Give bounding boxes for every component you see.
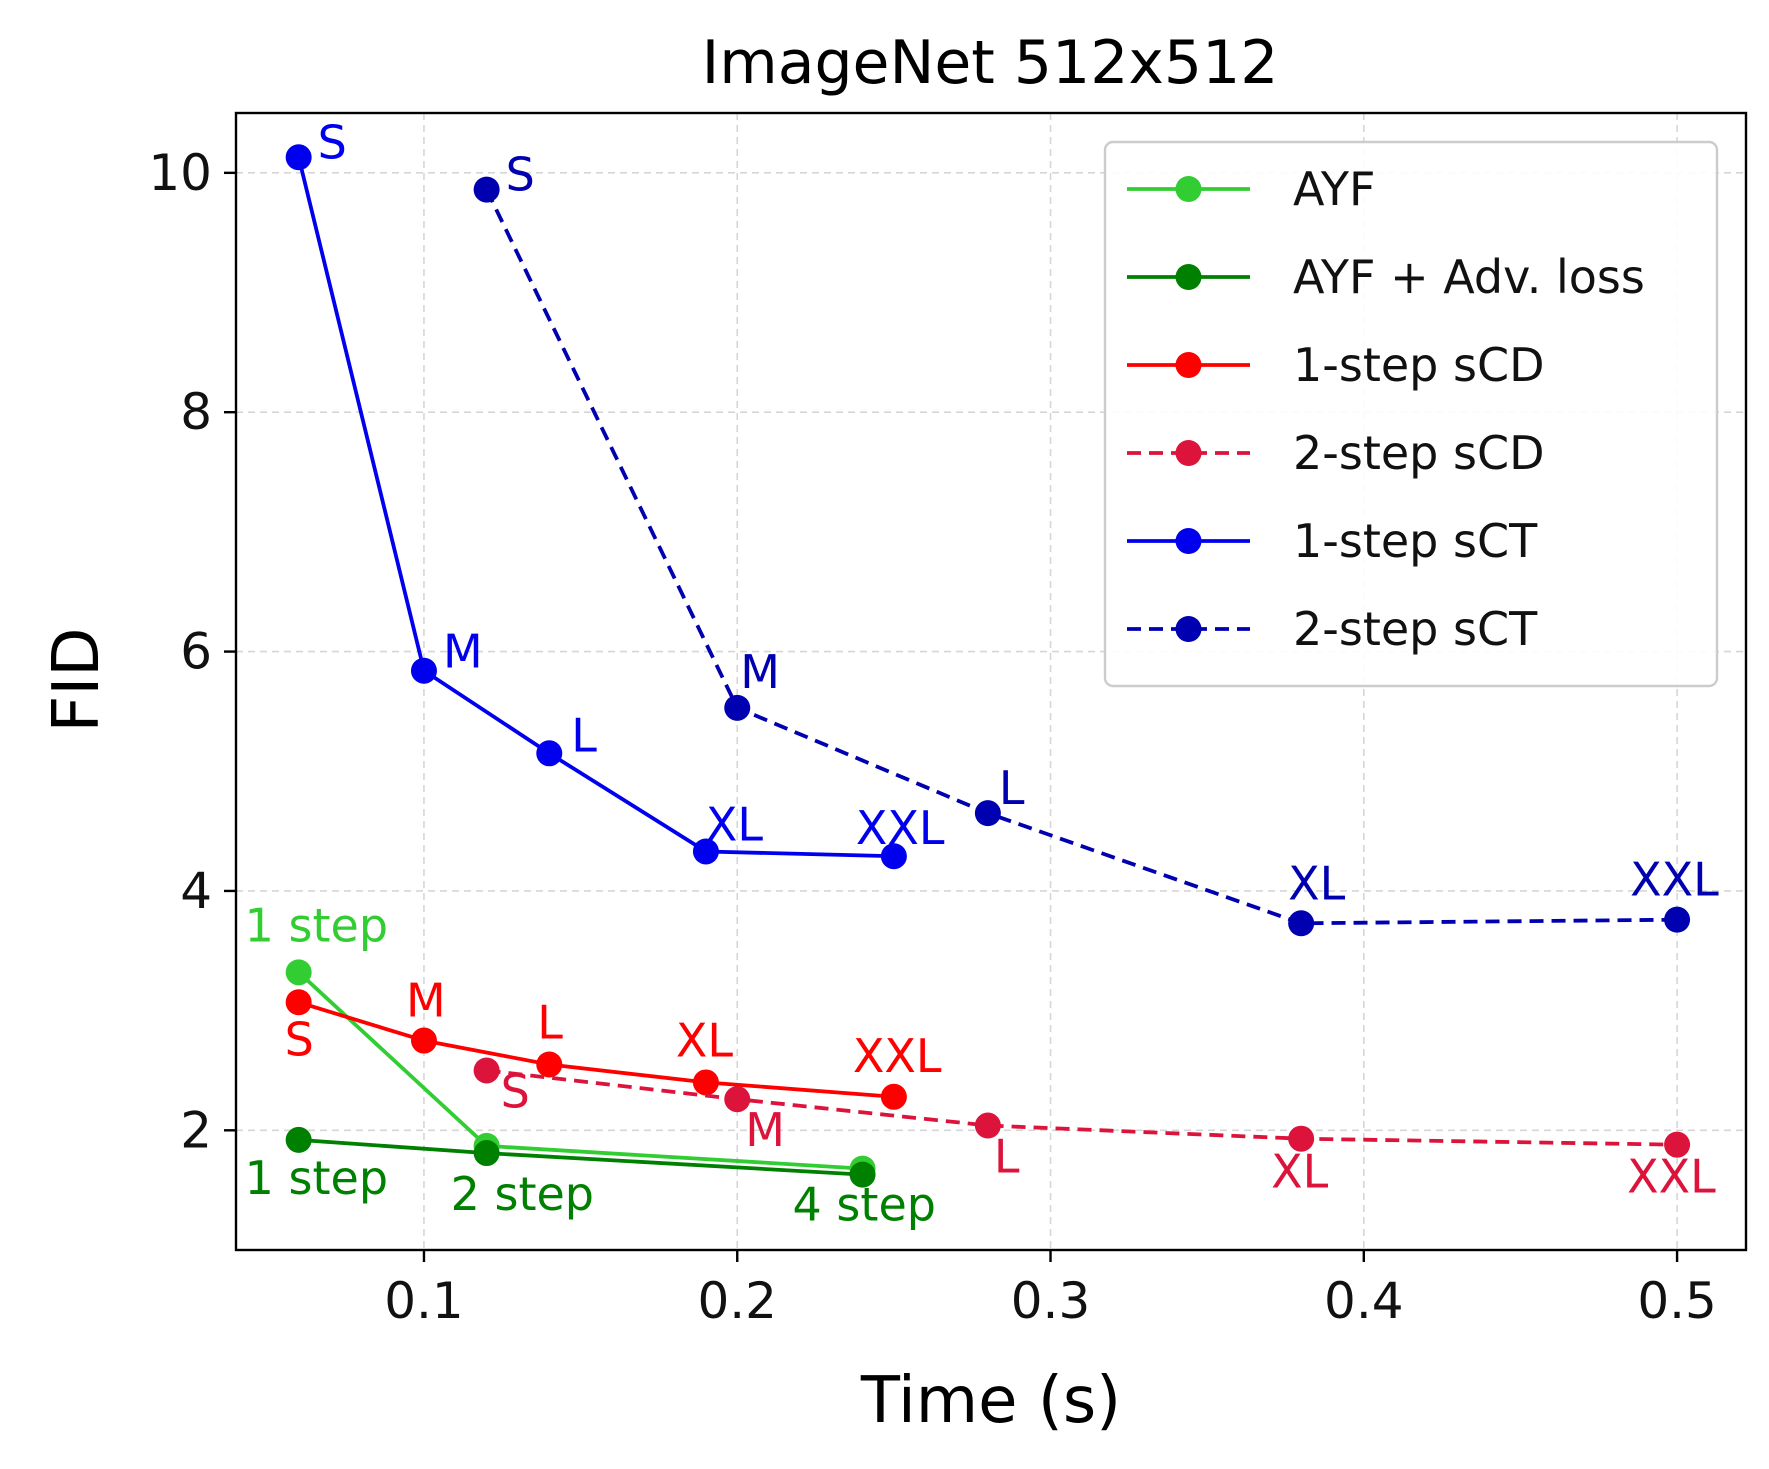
legend-marker bbox=[1175, 440, 1202, 466]
data-point bbox=[410, 1027, 437, 1054]
legend-label: 1-step sCD bbox=[1293, 338, 1545, 392]
series-2 bbox=[285, 989, 907, 1110]
data-point bbox=[285, 989, 312, 1016]
data-point bbox=[1288, 1125, 1315, 1152]
point-label: XL bbox=[706, 797, 764, 851]
series-4 bbox=[285, 144, 907, 870]
legend-item-4: 1-step sCT bbox=[1127, 514, 1538, 568]
y-tick-label: 8 bbox=[180, 383, 212, 441]
data-point bbox=[473, 176, 500, 203]
data-point bbox=[410, 657, 437, 684]
x-tick-label: 0.1 bbox=[384, 1272, 464, 1330]
data-point bbox=[880, 1083, 907, 1110]
point-label: S bbox=[506, 148, 535, 202]
legend-label: AYF + Adv. loss bbox=[1293, 250, 1645, 304]
legend-box bbox=[1103, 140, 1719, 688]
point-label: XXL bbox=[1627, 1150, 1716, 1204]
data-point bbox=[473, 1057, 500, 1084]
data-point bbox=[285, 144, 312, 171]
legend-label: 2-step sCT bbox=[1293, 602, 1538, 656]
y-axis-label: FID bbox=[40, 628, 114, 733]
data-point bbox=[1664, 906, 1691, 933]
legend-marker bbox=[1175, 616, 1202, 642]
point-label: M bbox=[740, 645, 780, 699]
point-label: S bbox=[501, 1064, 530, 1118]
legend-label: 1-step sCT bbox=[1293, 514, 1538, 568]
x-tick-label: 0.4 bbox=[1324, 1272, 1404, 1330]
data-point bbox=[285, 1126, 312, 1153]
data-point bbox=[724, 1086, 751, 1113]
y-tick-label: 10 bbox=[148, 144, 212, 202]
x-tick-label: 0.5 bbox=[1637, 1272, 1717, 1330]
point-label: 2 step bbox=[451, 1167, 594, 1221]
point-label: M bbox=[406, 974, 446, 1028]
data-point bbox=[880, 843, 907, 870]
legend-marker bbox=[1175, 528, 1202, 554]
point-label: L bbox=[999, 761, 1025, 815]
axis-ticks: 0.1 0.2 0.3 0.4 0.5 2 4 6 8 10 bbox=[148, 144, 1716, 1330]
point-label: 4 step bbox=[793, 1178, 936, 1232]
series-3 bbox=[473, 1057, 1691, 1158]
point-label: XXL bbox=[853, 1029, 942, 1083]
point-label: XXL bbox=[1630, 853, 1719, 907]
legend-label: 2-step sCD bbox=[1293, 426, 1545, 480]
data-point bbox=[536, 1051, 563, 1078]
y-tick-label: 2 bbox=[180, 1101, 212, 1159]
data-point bbox=[974, 1112, 1001, 1139]
point-label: XL bbox=[1288, 856, 1346, 910]
legend-label: AYF bbox=[1293, 162, 1375, 216]
point-label: M bbox=[745, 1103, 785, 1157]
point-label: XL bbox=[1271, 1145, 1329, 1199]
x-tick-label: 0.2 bbox=[697, 1272, 777, 1330]
x-axis-label: Time (s) bbox=[860, 1364, 1121, 1438]
y-tick-label: 4 bbox=[180, 862, 212, 920]
legend-item-1: AYF + Adv. loss bbox=[1127, 250, 1645, 304]
data-point bbox=[1664, 1131, 1691, 1158]
legend-item-2: 1-step sCD bbox=[1127, 338, 1545, 392]
data-point bbox=[974, 800, 1001, 827]
point-label: 1 step bbox=[245, 1151, 388, 1205]
legend-item-3: 2-step sCD bbox=[1127, 426, 1545, 480]
point-label: XL bbox=[676, 1013, 734, 1067]
point-label: L bbox=[537, 995, 563, 1049]
plot-frame bbox=[234, 111, 1748, 1252]
x-tick-label: 0.3 bbox=[1011, 1272, 1091, 1330]
data-point bbox=[692, 1069, 719, 1096]
legend-item-5: 2-step sCT bbox=[1127, 602, 1538, 656]
data-point bbox=[724, 694, 751, 721]
point-labels: 1 step 1 step 2 step 4 step S M L XL XXL S M L XL XXL… bbox=[245, 115, 1719, 1231]
data-point bbox=[692, 838, 719, 865]
point-label: S bbox=[318, 115, 347, 169]
point-label: 1 step bbox=[245, 898, 388, 952]
series-line bbox=[486, 1068, 1678, 1147]
legend-marker bbox=[1175, 176, 1202, 202]
data-point bbox=[536, 740, 563, 767]
point-label: L bbox=[571, 708, 597, 762]
series-1 bbox=[285, 1126, 876, 1188]
legend-marker bbox=[1175, 264, 1202, 290]
series-5 bbox=[473, 176, 1691, 937]
series-layer bbox=[285, 144, 1691, 1188]
chart-title: ImageNet 512x512 bbox=[702, 28, 1279, 98]
legend-marker bbox=[1175, 352, 1202, 378]
point-label: L bbox=[994, 1130, 1020, 1184]
data-point bbox=[285, 959, 312, 986]
legend: AYF AYF + Adv. loss 1-step sCD 2-step sCD 1-… bbox=[1103, 140, 1719, 688]
legend-item-0: AYF bbox=[1127, 162, 1375, 216]
y-tick-label: 6 bbox=[180, 623, 212, 681]
point-label: S bbox=[285, 1012, 314, 1066]
data-point bbox=[849, 1161, 876, 1188]
point-label: M bbox=[443, 625, 483, 679]
point-label: XXL bbox=[856, 801, 945, 855]
data-point bbox=[1288, 910, 1315, 937]
series-0 bbox=[285, 959, 876, 1182]
data-point bbox=[473, 1140, 500, 1167]
